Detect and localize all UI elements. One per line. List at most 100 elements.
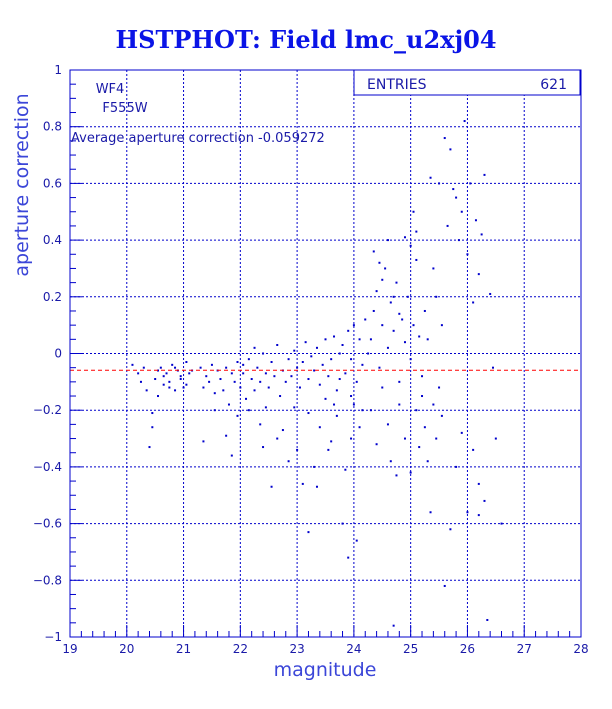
data-point bbox=[219, 378, 222, 381]
data-point bbox=[344, 468, 347, 471]
data-point bbox=[250, 378, 253, 381]
data-point bbox=[358, 338, 361, 341]
data-point bbox=[386, 346, 389, 349]
data-point bbox=[403, 437, 406, 440]
data-point bbox=[452, 188, 455, 191]
data-point bbox=[341, 522, 344, 525]
data-point bbox=[466, 253, 469, 256]
data-point bbox=[290, 375, 293, 378]
data-point bbox=[239, 386, 242, 389]
data-point bbox=[174, 366, 177, 369]
data-point bbox=[421, 375, 424, 378]
data-point bbox=[202, 440, 205, 443]
y-tick-label: −1 bbox=[44, 630, 62, 644]
data-point bbox=[151, 412, 154, 415]
data-point bbox=[264, 406, 267, 409]
y-tick-label: −0.4 bbox=[33, 460, 62, 474]
data-point bbox=[469, 182, 472, 185]
data-point bbox=[412, 324, 415, 327]
data-point bbox=[409, 244, 412, 247]
x-tick-label: 28 bbox=[573, 642, 588, 656]
data-point bbox=[435, 437, 438, 440]
data-point bbox=[242, 363, 245, 366]
data-point bbox=[230, 372, 233, 375]
data-point bbox=[333, 403, 336, 406]
data-point bbox=[395, 474, 398, 477]
data-point bbox=[350, 358, 353, 361]
x-tick-label: 27 bbox=[517, 642, 532, 656]
data-point bbox=[460, 210, 463, 213]
data-point bbox=[406, 295, 409, 298]
data-point bbox=[375, 290, 378, 293]
data-point bbox=[403, 236, 406, 239]
data-point bbox=[466, 511, 469, 514]
data-point bbox=[247, 358, 250, 361]
data-point bbox=[301, 482, 304, 485]
data-point bbox=[313, 369, 316, 372]
data-point bbox=[418, 335, 421, 338]
data-point bbox=[372, 250, 375, 253]
x-tick-label: 19 bbox=[62, 642, 77, 656]
data-point bbox=[395, 281, 398, 284]
data-point bbox=[344, 372, 347, 375]
data-point bbox=[270, 485, 273, 488]
data-point bbox=[398, 380, 401, 383]
data-point bbox=[162, 383, 165, 386]
y-tick-label: 0 bbox=[54, 347, 62, 361]
data-point bbox=[321, 363, 324, 366]
data-point bbox=[418, 446, 421, 449]
data-point bbox=[375, 443, 378, 446]
data-point bbox=[324, 338, 327, 341]
data-point bbox=[267, 386, 270, 389]
average-note: Average aperture correction -0.059272 bbox=[71, 131, 325, 146]
x-tick-label: 23 bbox=[289, 642, 304, 656]
data-point bbox=[185, 361, 188, 364]
data-point bbox=[500, 522, 503, 525]
data-point bbox=[412, 210, 415, 213]
data-point bbox=[415, 409, 418, 412]
data-point bbox=[491, 366, 494, 369]
data-point bbox=[281, 429, 284, 432]
x-tick-label: 26 bbox=[460, 642, 475, 656]
data-point bbox=[472, 301, 475, 304]
data-point bbox=[253, 389, 256, 392]
data-point bbox=[403, 341, 406, 344]
data-point bbox=[233, 380, 236, 383]
data-point bbox=[213, 392, 216, 395]
data-point bbox=[174, 389, 177, 392]
data-point bbox=[341, 343, 344, 346]
data-point bbox=[361, 409, 364, 412]
data-point bbox=[230, 454, 233, 457]
data-point bbox=[168, 380, 171, 383]
data-point bbox=[472, 448, 475, 451]
data-point bbox=[477, 514, 480, 517]
data-point bbox=[210, 363, 213, 366]
data-point bbox=[188, 372, 191, 375]
data-point bbox=[259, 380, 262, 383]
data-point bbox=[276, 437, 279, 440]
data-point bbox=[421, 395, 424, 398]
data-point bbox=[310, 355, 313, 358]
data-point bbox=[185, 383, 188, 386]
data-point bbox=[477, 273, 480, 276]
data-point bbox=[236, 361, 239, 364]
data-point bbox=[327, 448, 330, 451]
data-point bbox=[392, 624, 395, 627]
scatter-points bbox=[131, 120, 503, 627]
data-point bbox=[168, 386, 171, 389]
data-point bbox=[392, 295, 395, 298]
data-point bbox=[438, 182, 441, 185]
x-tick-label: 20 bbox=[119, 642, 134, 656]
y-tick-label: 1 bbox=[54, 63, 62, 77]
data-point bbox=[457, 239, 460, 242]
data-point bbox=[205, 375, 208, 378]
data-point bbox=[202, 386, 205, 389]
data-point bbox=[415, 258, 418, 261]
y-axis-label: aperture correction bbox=[11, 93, 33, 276]
data-point bbox=[264, 372, 267, 375]
x-axis-label: magnitude bbox=[274, 659, 377, 681]
data-point bbox=[347, 329, 350, 332]
filter-label: F555W bbox=[102, 101, 147, 116]
